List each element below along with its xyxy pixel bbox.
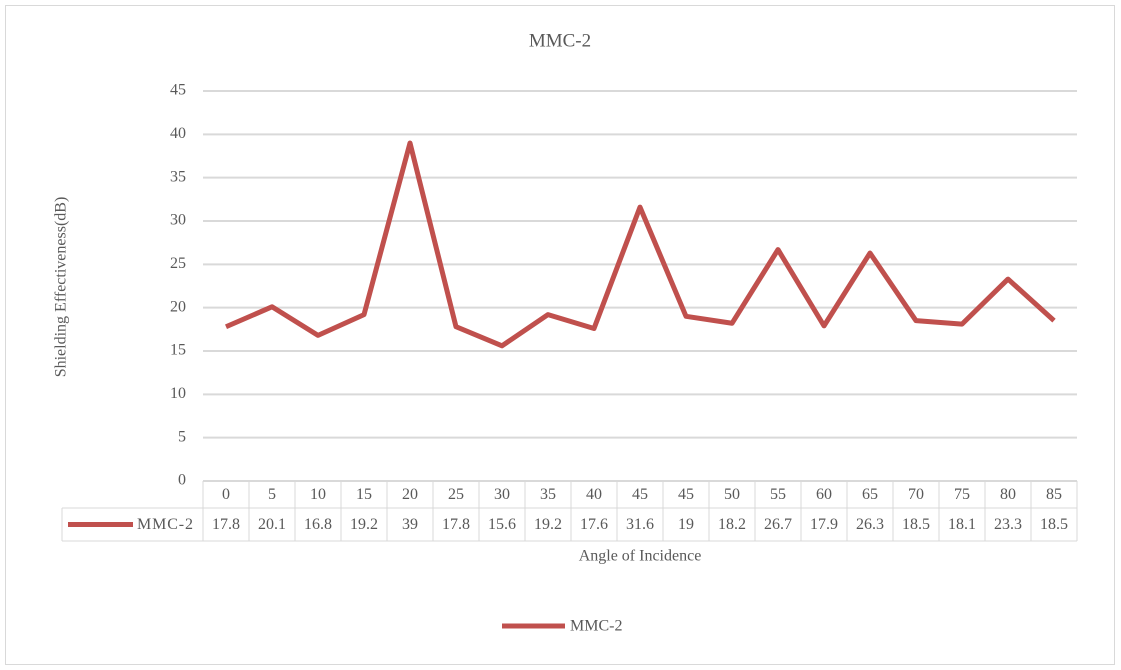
x-tick-label: 0 <box>222 486 230 503</box>
table-value: 17.8 <box>212 516 240 533</box>
legend-label: MMC-2 <box>570 618 622 635</box>
chart-title: MMC-2 <box>529 30 591 51</box>
table-value: 18.1 <box>948 516 976 533</box>
x-tick-label: 15 <box>356 486 372 503</box>
x-tick-label: 75 <box>954 486 970 503</box>
x-tick-label: 55 <box>770 486 786 503</box>
table-legend-label: MMC-2 <box>137 516 193 533</box>
x-tick-label: 25 <box>448 486 464 503</box>
table-value: 18.5 <box>902 516 930 533</box>
y-tick-label: 25 <box>170 255 186 272</box>
table-value: 23.3 <box>994 516 1022 533</box>
table-value: 17.9 <box>810 516 838 533</box>
x-tick-label: 60 <box>816 486 832 503</box>
x-tick-label: 80 <box>1000 486 1016 503</box>
table-value: 17.6 <box>580 516 608 533</box>
y-tick-label: 30 <box>170 212 186 229</box>
x-tick-label: 5 <box>268 486 276 503</box>
table-value: 18.5 <box>1040 516 1068 533</box>
x-tick-label: 65 <box>862 486 878 503</box>
x-tick-label: 70 <box>908 486 924 503</box>
y-tick-label: 5 <box>178 428 186 445</box>
y-tick-label: 0 <box>178 472 186 489</box>
x-tick-label: 35 <box>540 486 556 503</box>
table-value: 17.8 <box>442 516 470 533</box>
x-tick-label: 40 <box>586 486 602 503</box>
table-value: 20.1 <box>258 516 286 533</box>
y-tick-label: 45 <box>170 82 186 99</box>
x-tick-label: 10 <box>310 486 326 503</box>
table-value: 26.3 <box>856 516 884 533</box>
table-value: 19.2 <box>534 516 562 533</box>
table-value: 15.6 <box>488 516 516 533</box>
series-line <box>225 140 1056 349</box>
y-tick-label: 15 <box>170 342 186 359</box>
y-tick-label: 10 <box>170 385 186 402</box>
table-value: 26.7 <box>764 516 792 533</box>
table-value: 16.8 <box>304 516 332 533</box>
chart-frame <box>5 5 1115 665</box>
x-tick-label: 30 <box>494 486 510 503</box>
y-tick-label: 35 <box>170 168 186 185</box>
y-tick-label: 20 <box>170 298 186 315</box>
x-axis-title: Angle of Incidence <box>579 548 702 565</box>
table-value: 39 <box>402 516 418 533</box>
x-tick-label: 85 <box>1046 486 1062 503</box>
x-tick-label: 20 <box>402 486 418 503</box>
table-value: 19 <box>678 516 694 533</box>
x-tick-label: 45 <box>632 486 648 503</box>
y-tick-label: 40 <box>170 125 186 142</box>
table-value: 31.6 <box>626 516 654 533</box>
table-value: 19.2 <box>350 516 378 533</box>
table-value: 18.2 <box>718 516 746 533</box>
x-tick-label: 50 <box>724 486 740 503</box>
y-axis-title: Shielding Effectiveness(dB) <box>53 197 70 378</box>
x-tick-label: 45 <box>678 486 694 503</box>
